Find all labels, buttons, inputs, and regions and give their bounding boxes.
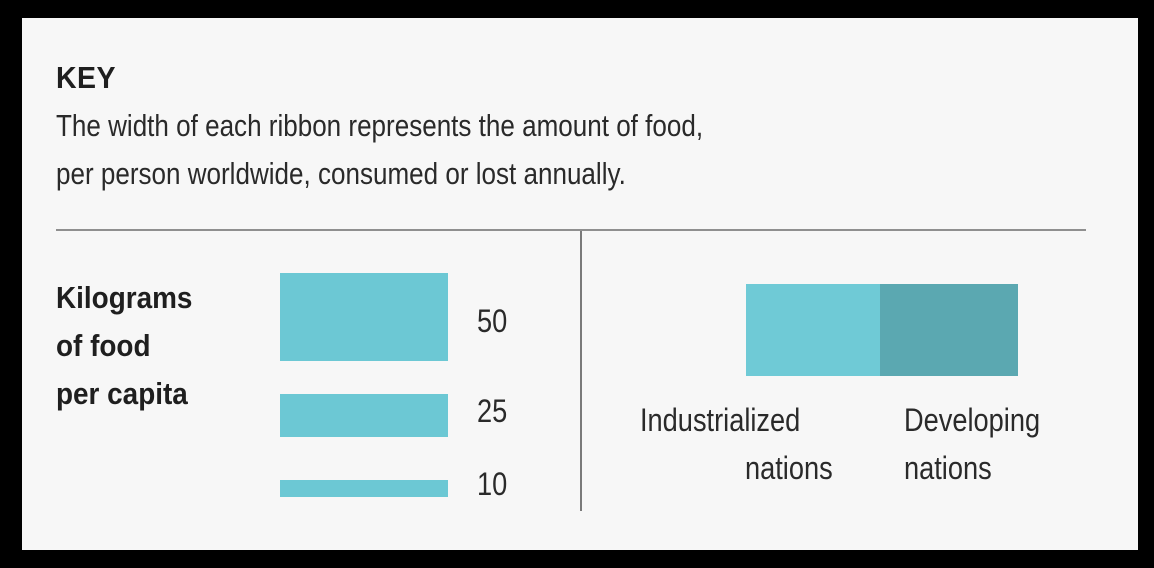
- industrialized-swatch: [746, 284, 880, 376]
- ribbon-50: [280, 273, 448, 361]
- key-title: KEY: [56, 60, 117, 95]
- scale-label-line-3: per capita: [56, 376, 188, 411]
- scale-label-line-1: Kilograms: [56, 280, 193, 315]
- ribbon-value-50: 50: [477, 303, 508, 339]
- scale-label-line-2: of food: [56, 328, 151, 363]
- ribbon-value-25: 25: [477, 393, 508, 429]
- developing-label-line-1: Developing: [904, 402, 1041, 438]
- key-description-line-2: per person worldwide, consumed or lost a…: [56, 156, 626, 191]
- industrialized-label-line-1: Industrialized: [640, 402, 801, 438]
- industrialized-label-line-2: nations: [745, 450, 833, 486]
- developing-swatch: [880, 284, 1018, 376]
- developing-label-line-2: nations: [904, 450, 992, 486]
- horizontal-divider: [56, 229, 1086, 231]
- ribbon-25: [280, 394, 448, 437]
- key-description-line-1: The width of each ribbon represents the …: [56, 108, 704, 143]
- ribbon-10: [280, 480, 448, 497]
- ribbon-value-10: 10: [477, 466, 508, 502]
- vertical-divider: [580, 231, 582, 511]
